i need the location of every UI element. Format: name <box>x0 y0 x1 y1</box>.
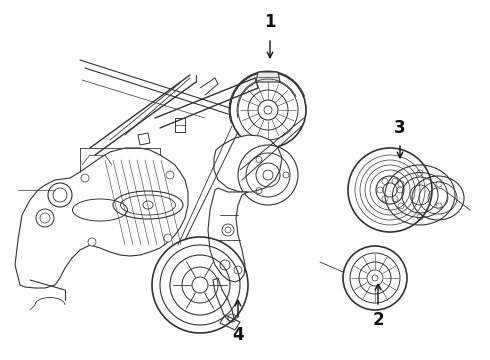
Circle shape <box>88 238 96 246</box>
Text: 3: 3 <box>394 119 406 137</box>
Polygon shape <box>256 72 280 82</box>
Polygon shape <box>214 135 282 192</box>
Circle shape <box>81 174 89 182</box>
Text: 2: 2 <box>372 311 384 329</box>
Polygon shape <box>213 278 234 322</box>
Text: 1: 1 <box>264 13 276 31</box>
Polygon shape <box>208 188 248 282</box>
Text: 4: 4 <box>232 326 244 344</box>
Circle shape <box>164 234 172 242</box>
Polygon shape <box>15 148 188 288</box>
Circle shape <box>166 171 174 179</box>
